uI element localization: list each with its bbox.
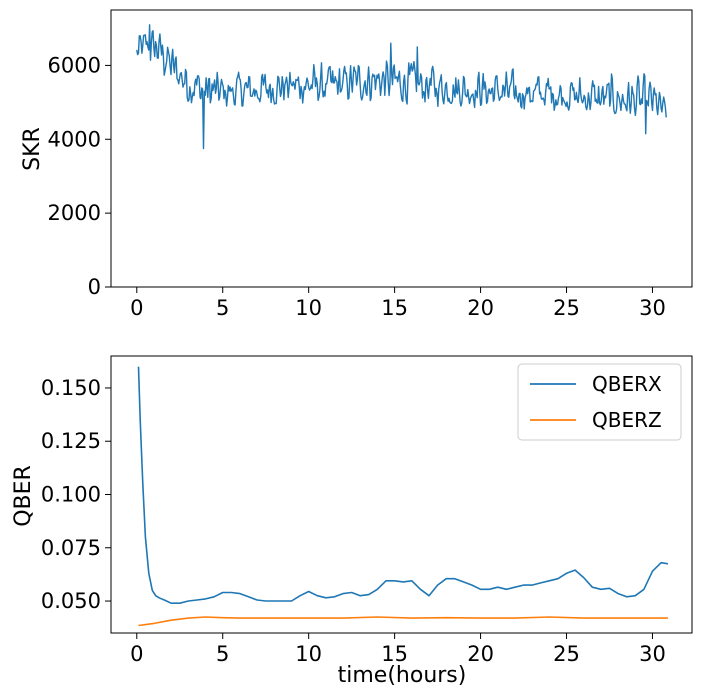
skr-subplot: 0 5 10 15 20 25 30 0 2000 4000 6000 SKR bbox=[20, 9, 693, 320]
skr-y-axis-label: SKR bbox=[20, 127, 45, 171]
y-tick-label: 0.075 bbox=[41, 536, 101, 560]
x-tick-label: 5 bbox=[216, 296, 229, 320]
x-tick-label: 0 bbox=[130, 642, 143, 666]
x-tick-label: 20 bbox=[467, 296, 494, 320]
x-tick-label: 20 bbox=[467, 642, 494, 666]
legend-box bbox=[517, 363, 682, 441]
skr-series-layer bbox=[136, 24, 667, 150]
x-tick-label: 10 bbox=[295, 642, 322, 666]
x-tick-label: 25 bbox=[553, 642, 580, 666]
y-tick-label: 0 bbox=[88, 275, 101, 299]
y-tick-label: 2000 bbox=[48, 201, 101, 225]
legend-qberx-label: QBERX bbox=[592, 372, 662, 396]
x-tick-label: 25 bbox=[553, 296, 580, 320]
qber-subplot: 0 5 10 15 20 25 30 0.050 0.075 0.100 0.125 0.150 Q… bbox=[11, 355, 693, 688]
y-tick-label: 0.125 bbox=[41, 429, 101, 453]
x-tick-label: 30 bbox=[639, 296, 666, 320]
y-tick-label: 0.100 bbox=[41, 483, 101, 507]
x-tick-label: 10 bbox=[295, 296, 322, 320]
skr-line bbox=[136, 24, 667, 150]
y-tick-label: 6000 bbox=[48, 53, 101, 77]
qber-y-axis-label: QBER bbox=[11, 465, 36, 527]
y-tick-label: 0.050 bbox=[41, 589, 101, 613]
x-tick-label: 5 bbox=[216, 642, 229, 666]
y-tick-label: 4000 bbox=[48, 127, 101, 151]
qber-x-ticks: 0 5 10 15 20 25 30 bbox=[130, 633, 666, 666]
y-tick-label: 0.150 bbox=[41, 376, 101, 400]
legend: QBERX QBERZ bbox=[517, 363, 682, 441]
legend-qberz-label: QBERZ bbox=[592, 408, 662, 432]
qber-series-layer bbox=[137, 366, 669, 627]
qberx-line bbox=[137, 366, 669, 604]
x-tick-label: 30 bbox=[639, 642, 666, 666]
skr-x-ticks: 0 5 10 15 20 25 30 bbox=[130, 287, 666, 320]
axes-spine bbox=[110, 9, 693, 288]
qberz-line bbox=[138, 616, 668, 627]
qber-y-ticks: 0.050 0.075 0.100 0.125 0.150 bbox=[41, 376, 111, 613]
x-tick-label: 0 bbox=[130, 296, 143, 320]
x-tick-label: 15 bbox=[381, 296, 408, 320]
skr-y-ticks: 0 2000 4000 6000 bbox=[48, 53, 111, 299]
x-tick-label: 15 bbox=[381, 642, 408, 666]
x-axis-label: time(hours) bbox=[338, 663, 467, 688]
skr-axes-frame bbox=[110, 9, 693, 288]
